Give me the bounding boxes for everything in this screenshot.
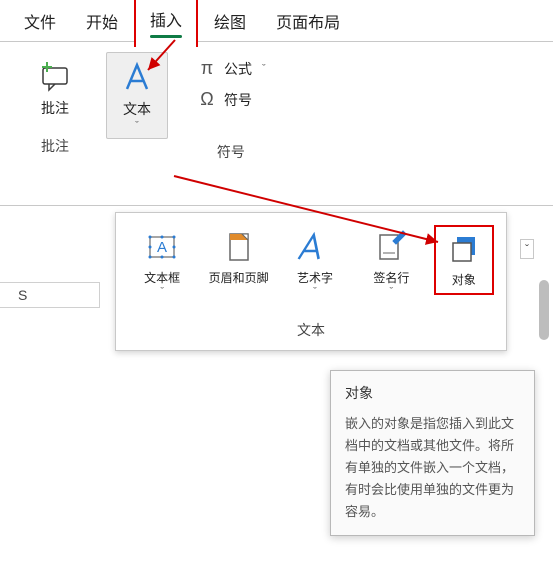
chevron-down-icon: ˇ bbox=[390, 287, 394, 298]
tab-file[interactable]: 文件 bbox=[10, 0, 70, 42]
object-icon bbox=[446, 231, 482, 267]
equation-label: 公式 bbox=[224, 59, 252, 79]
header-footer-button[interactable]: 页眉和页脚 bbox=[205, 225, 273, 289]
group-label-symbols: 符号 bbox=[217, 142, 245, 162]
chevron-down-icon: ˇ bbox=[313, 287, 317, 298]
tab-active-underline bbox=[150, 35, 182, 38]
pi-icon: π bbox=[196, 58, 218, 79]
name-box[interactable]: S bbox=[0, 282, 100, 308]
header-footer-label: 页眉和页脚 bbox=[209, 271, 269, 285]
text-dropdown-panel: A 文本框 ˇ 页眉和页脚 艺术字 ˇ 签名 bbox=[115, 212, 507, 351]
header-footer-icon bbox=[221, 229, 257, 265]
tab-home[interactable]: 开始 bbox=[72, 0, 132, 42]
textbox-icon: A bbox=[144, 229, 180, 265]
wordart-icon bbox=[297, 229, 333, 265]
equation-button[interactable]: π 公式 ˇ bbox=[196, 58, 266, 79]
object-tooltip: 对象 嵌入的对象是指您插入到此文档中的文档或其他文件。将所有单独的文件嵌入一个文… bbox=[330, 370, 535, 536]
signature-line-label: 签名行 bbox=[373, 271, 409, 285]
ribbon: 批注 批注 文本 ˇ π 公式 ˇ Ω 符号 符号 bbox=[0, 42, 553, 162]
text-dropdown-label: 文本 bbox=[123, 99, 151, 119]
tab-pagelayout[interactable]: 页面布局 bbox=[262, 0, 354, 42]
signature-icon bbox=[373, 229, 409, 265]
chevron-down-icon: ˇ bbox=[160, 287, 164, 298]
symbol-label: 符号 bbox=[224, 90, 252, 110]
tab-insert-label: 插入 bbox=[150, 13, 182, 30]
new-comment-label: 批注 bbox=[41, 98, 69, 118]
tooltip-body: 嵌入的对象是指您插入到此文档中的文档或其他文件。将所有单独的文件嵌入一个文档，有… bbox=[345, 413, 520, 523]
textbox-button[interactable]: A 文本框 ˇ bbox=[128, 225, 196, 302]
object-label: 对象 bbox=[452, 273, 476, 287]
wordart-button[interactable]: 艺术字 ˇ bbox=[281, 225, 349, 302]
signature-line-button[interactable]: 签名行 ˇ bbox=[357, 225, 425, 302]
tab-insert[interactable]: 插入 bbox=[134, 0, 198, 47]
chevron-down-icon: ˇ bbox=[262, 63, 266, 75]
object-button[interactable]: 对象 bbox=[434, 225, 494, 295]
ribbon-group-symbols: π 公式 ˇ Ω 符号 符号 bbox=[178, 52, 284, 162]
textbox-label: 文本框 bbox=[144, 271, 180, 285]
group-label-comments: 批注 bbox=[41, 136, 69, 156]
ribbon-group-text: 文本 ˇ bbox=[96, 52, 178, 139]
tab-draw[interactable]: 绘图 bbox=[200, 0, 260, 42]
comment-icon bbox=[37, 58, 73, 94]
new-comment-button[interactable]: 批注 bbox=[24, 52, 86, 120]
text-a-icon bbox=[119, 59, 155, 95]
svg-text:A: A bbox=[157, 239, 167, 256]
text-dropdown-button[interactable]: 文本 ˇ bbox=[106, 52, 168, 139]
panel-chevron[interactable]: ˇ bbox=[520, 239, 534, 259]
chevron-down-icon: ˇ bbox=[135, 121, 139, 132]
ribbon-divider bbox=[0, 205, 553, 206]
ribbon-group-comments: 批注 批注 bbox=[14, 52, 96, 156]
tooltip-title: 对象 bbox=[345, 383, 520, 403]
symbol-button[interactable]: Ω 符号 bbox=[196, 89, 266, 110]
dropdown-group-label: 文本 bbox=[124, 320, 498, 340]
tab-bar: 文件 开始 插入 绘图 页面布局 bbox=[0, 0, 553, 42]
wordart-label: 艺术字 bbox=[297, 271, 333, 285]
omega-icon: Ω bbox=[196, 89, 218, 110]
scrollbar-thumb[interactable] bbox=[539, 280, 549, 340]
